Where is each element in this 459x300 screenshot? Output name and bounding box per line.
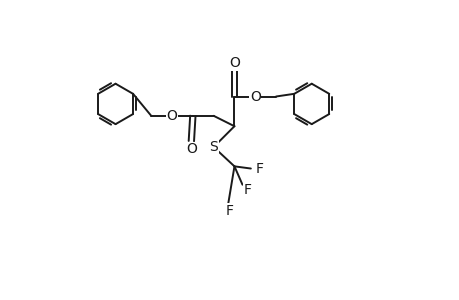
Text: O: O <box>229 56 240 70</box>
Text: O: O <box>185 142 196 156</box>
Text: F: F <box>225 204 234 218</box>
Text: F: F <box>243 183 251 197</box>
Text: O: O <box>249 89 260 103</box>
Text: S: S <box>209 140 218 154</box>
Text: F: F <box>255 162 263 176</box>
Text: O: O <box>166 109 177 123</box>
